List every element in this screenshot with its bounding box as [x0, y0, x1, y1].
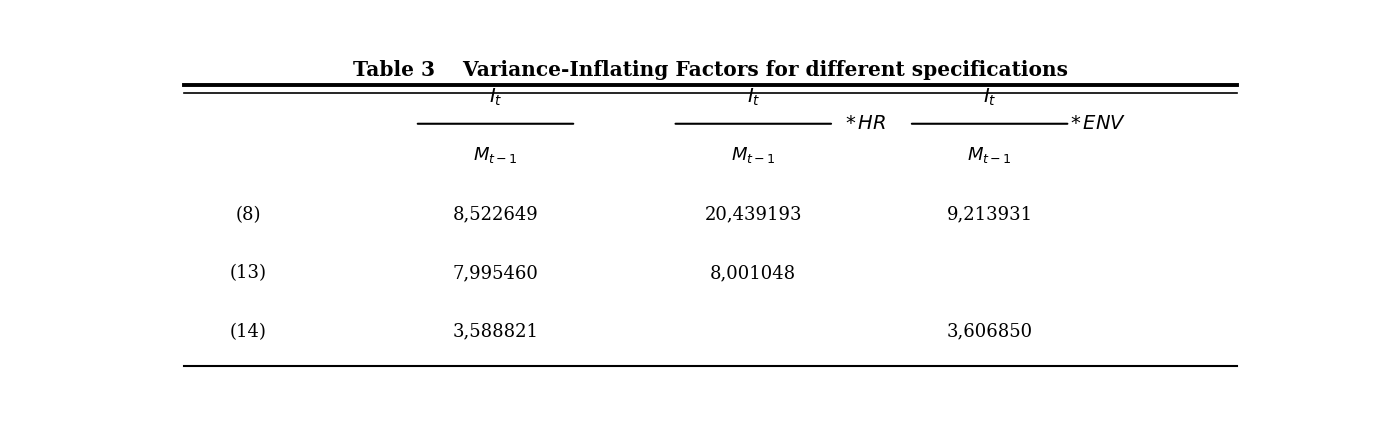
Text: $*\,\mathit{HR}$: $*\,\mathit{HR}$ — [844, 115, 886, 133]
Text: $M_{t-1}$: $M_{t-1}$ — [473, 145, 518, 165]
Text: $I_t$: $I_t$ — [983, 86, 997, 108]
Text: (8): (8) — [236, 206, 261, 224]
Text: 7,995460: 7,995460 — [453, 264, 538, 282]
Text: 8,001048: 8,001048 — [710, 264, 797, 282]
Text: $I_t$: $I_t$ — [747, 86, 760, 108]
Text: $M_{t-1}$: $M_{t-1}$ — [730, 145, 776, 165]
Text: (14): (14) — [230, 323, 267, 341]
Text: $*\,\mathit{ENV}$: $*\,\mathit{ENV}$ — [1070, 115, 1127, 133]
Text: 20,439193: 20,439193 — [704, 206, 802, 224]
Text: $I_t$: $I_t$ — [489, 86, 502, 108]
Text: $M_{t-1}$: $M_{t-1}$ — [967, 145, 1012, 165]
Text: 8,522649: 8,522649 — [453, 206, 538, 224]
Text: (13): (13) — [230, 264, 267, 282]
Text: 3,588821: 3,588821 — [452, 323, 539, 341]
Text: Table 3    Variance-Inflating Factors for different specifications: Table 3 Variance-Inflating Factors for d… — [353, 60, 1067, 80]
Text: 9,213931: 9,213931 — [947, 206, 1033, 224]
Text: 3,606850: 3,606850 — [947, 323, 1033, 341]
